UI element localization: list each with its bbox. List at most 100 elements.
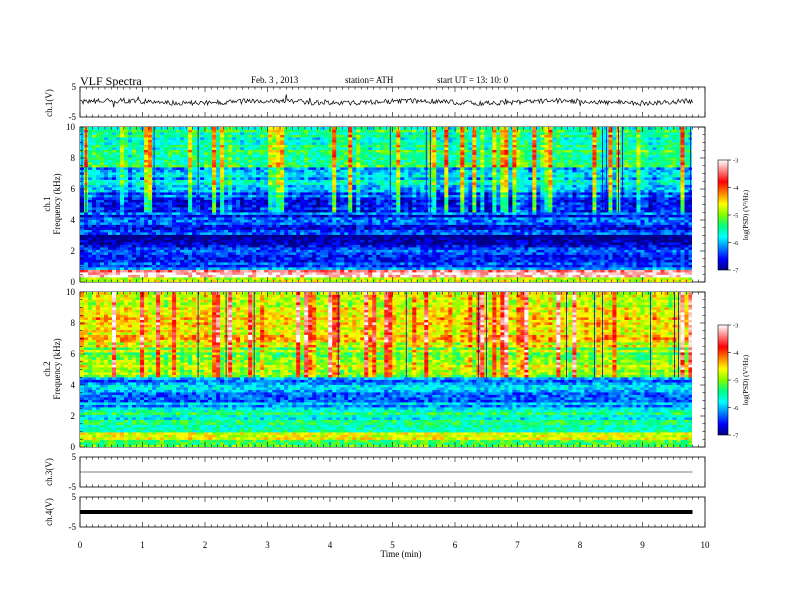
spectrogram-cell <box>108 264 113 268</box>
spectrogram-cell <box>468 279 473 282</box>
spectrogram-cell <box>368 262 373 265</box>
spectrogram-cell <box>176 227 181 230</box>
spectrogram-cell <box>184 239 189 243</box>
spectrogram-cell <box>416 264 421 268</box>
spectrogram-cell <box>156 224 161 228</box>
spectrogram-cell <box>456 262 461 265</box>
spectrogram-cell <box>368 224 373 228</box>
spectrogram-cell <box>508 227 513 230</box>
spectrogram-cell <box>360 224 365 228</box>
spectrogram-cell <box>612 247 617 250</box>
spectrogram-cell <box>252 237 257 240</box>
spectrogram-cell <box>316 277 321 280</box>
spectrogram-cell <box>396 219 401 223</box>
spectrogram-cell <box>612 214 617 218</box>
spectrogram-cell <box>380 199 385 203</box>
spectrogram-cell <box>364 234 369 238</box>
spectrogram-cell <box>108 252 113 255</box>
spectrogram-cell <box>656 202 661 205</box>
spectrogram-cell <box>492 254 497 258</box>
spectrogram-cell <box>536 234 541 238</box>
spectrogram-cell <box>176 234 181 238</box>
spectrogram-cell <box>132 269 137 273</box>
spectrogram-cell <box>476 204 481 208</box>
spectrogram-cell <box>88 272 93 275</box>
spectrogram-cell <box>224 209 229 213</box>
spectrogram-cell <box>228 232 233 235</box>
spectrogram-cell <box>580 269 585 273</box>
spectrogram-cell <box>212 212 217 215</box>
spectrogram-cell <box>664 207 669 210</box>
spectrogram-cell <box>456 277 461 280</box>
spectrogram-cell <box>308 267 313 270</box>
spectrogram-cell <box>324 199 329 203</box>
spectrogram-cell <box>148 262 153 265</box>
spectrogram-cell <box>132 227 137 230</box>
spectrogram-cell <box>552 237 557 240</box>
spectrogram-cell <box>664 227 669 230</box>
spectrogram-cell <box>572 274 577 278</box>
spectrogram-cell <box>484 274 489 278</box>
spectrogram-cell <box>520 229 525 233</box>
spectrogram-cell <box>600 262 605 265</box>
spectrogram-cell <box>368 212 373 215</box>
spectrogram-cell <box>492 202 497 205</box>
spectrogram-cell <box>656 244 661 248</box>
spectrogram-cell <box>592 234 597 238</box>
spectrogram-cell <box>380 222 385 225</box>
spectrogram-cell <box>376 259 381 263</box>
spectrogram-cell <box>664 222 669 225</box>
spectrogram-cell <box>504 202 509 205</box>
spectrogram-cell <box>340 267 345 270</box>
spectrogram-cell <box>448 269 453 273</box>
spectrogram-cell <box>84 262 89 265</box>
spectrogram-cell <box>224 257 229 260</box>
spectrogram-cell <box>464 237 469 240</box>
spectrogram-cell <box>112 217 117 220</box>
spectrogram-cell <box>528 209 533 213</box>
spectrogram-cell <box>620 219 625 223</box>
spectrogram-cell <box>384 202 389 205</box>
spectrogram-cell <box>252 227 257 230</box>
spectrogram-cell <box>644 207 649 210</box>
spectrogram-cell <box>492 222 497 225</box>
spectrogram-cell <box>260 257 265 260</box>
spectrogram-cell <box>296 272 301 275</box>
spectrogram-cell <box>144 272 149 275</box>
spectrogram-cell <box>376 249 381 253</box>
spectrogram-cell <box>216 232 221 235</box>
spectrogram-cell <box>412 269 417 273</box>
spectrogram-cell <box>184 212 189 215</box>
spectrogram-cell <box>608 227 613 230</box>
spectrogram-cell <box>104 222 109 225</box>
spectrogram-cell <box>660 277 665 280</box>
spectrogram-cell <box>432 234 437 238</box>
spectrogram-cell <box>436 214 441 218</box>
spectrogram-cell <box>168 199 173 203</box>
spectrogram-cell <box>432 229 437 233</box>
spectrogram-cell <box>112 269 117 273</box>
spectrogram-cell <box>544 242 549 245</box>
spectrogram-cell <box>536 214 541 218</box>
spectrogram-cell <box>628 229 633 233</box>
spectrogram-cell <box>100 257 105 260</box>
spectrogram-cell <box>516 219 521 223</box>
spectrogram-cell <box>256 259 261 263</box>
spectrogram-cell <box>336 234 341 238</box>
spectrogram-cell <box>560 209 565 213</box>
spectrogram-cell <box>616 217 621 220</box>
spectrogram-cell <box>344 274 349 278</box>
spectrogram-cell <box>252 267 257 270</box>
spectrogram-cell <box>236 222 241 225</box>
spectrogram-cell <box>240 237 245 240</box>
spectrogram-cell <box>124 209 129 213</box>
spectrogram-cell <box>112 257 117 260</box>
spectrogram-cell <box>552 227 557 230</box>
spectrogram-cell <box>516 244 521 248</box>
spectrogram-cell <box>620 259 625 263</box>
spectrogram-cell <box>612 217 617 220</box>
spectrogram-cell <box>172 259 177 263</box>
spectrogram-cell <box>328 217 333 220</box>
spectrogram-cell <box>496 267 501 270</box>
spectrogram-cell <box>644 242 649 245</box>
